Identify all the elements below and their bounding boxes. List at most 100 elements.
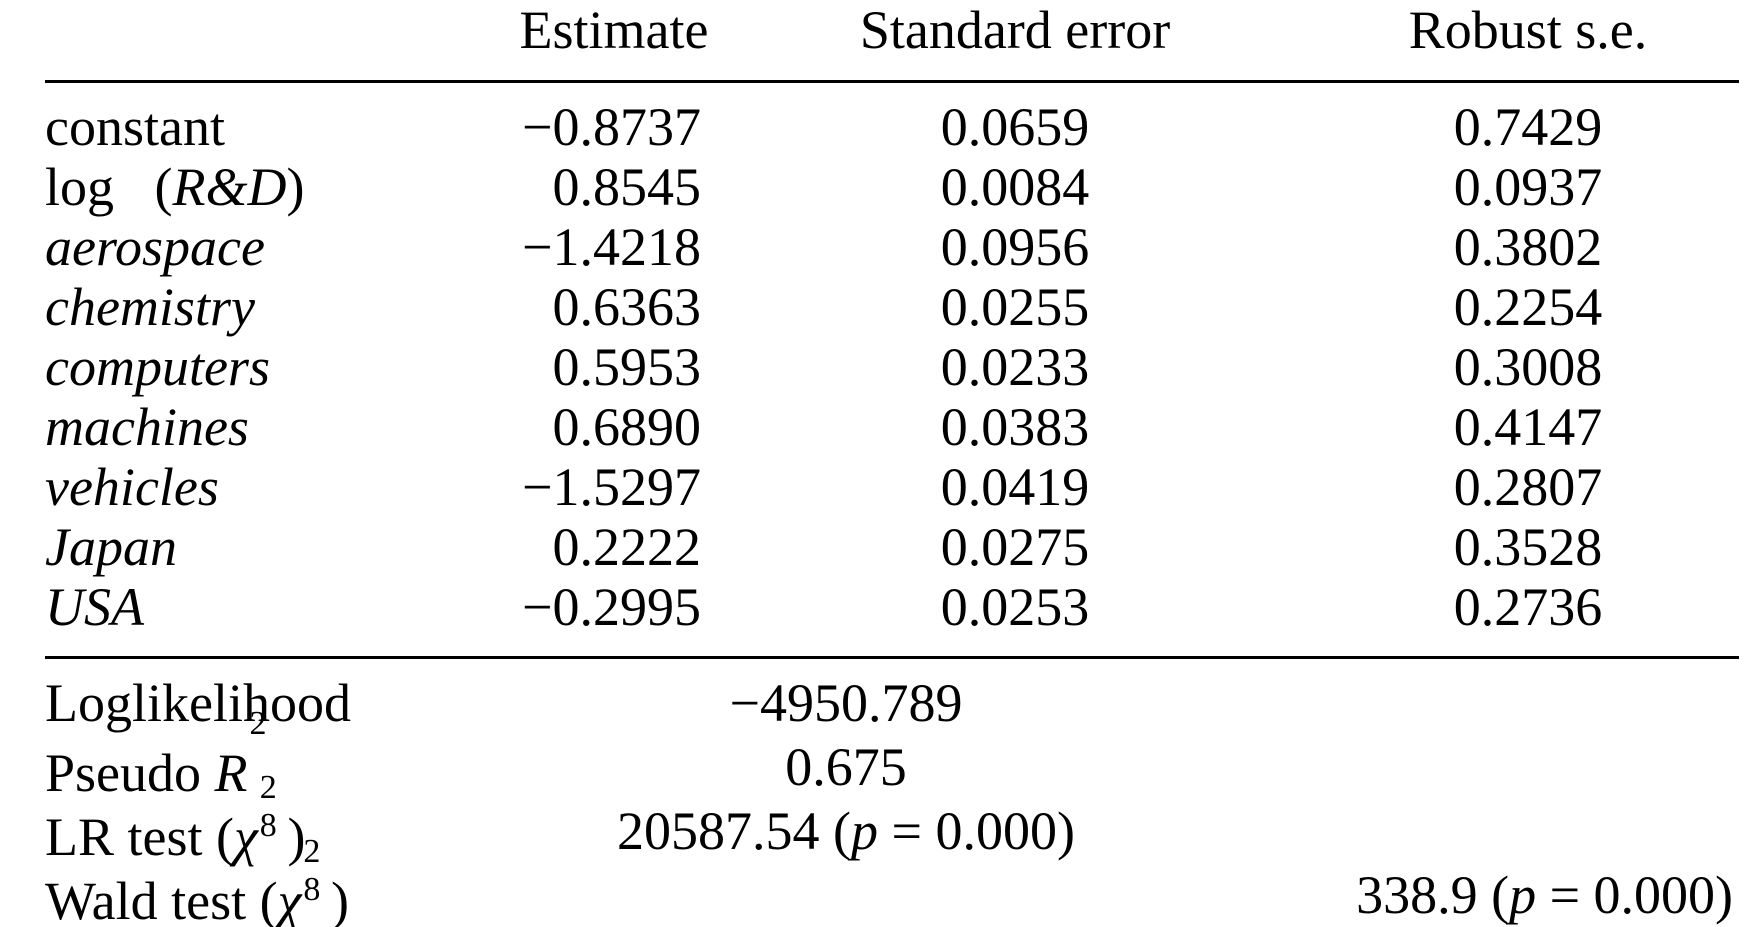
stat-value: −4950.789	[730, 673, 963, 733]
cell: 0.0937	[1454, 157, 1603, 217]
text-segment: USA	[45, 577, 144, 637]
text-segment: 20587.54 (	[617, 801, 852, 861]
cell: 0.5953	[553, 337, 702, 397]
cell: 0.7429	[1454, 97, 1603, 157]
cell: 0.2222	[553, 517, 702, 577]
header-text: Standard error	[859, 0, 1171, 60]
cell: 0.3802	[1454, 217, 1603, 277]
cell-text: 0.6890	[552, 397, 702, 457]
cell: 0.0383	[941, 397, 1090, 457]
cell: 0.6363	[553, 277, 702, 337]
text-segment: χ	[233, 807, 258, 867]
stat-value: 0.675	[785, 737, 907, 797]
text-segment: Pseudo	[45, 743, 215, 803]
cell-text: 0.0084	[940, 157, 1090, 217]
cell-text: 0.0383	[940, 397, 1090, 457]
text-segment: p	[1509, 865, 1537, 925]
cell: 0.0419	[941, 457, 1090, 517]
cell-text: 0.0233	[940, 337, 1090, 397]
text-segment: χ	[277, 871, 302, 927]
cell: 0.3008	[1454, 337, 1603, 397]
cell: 0.0956	[941, 217, 1090, 277]
cell: 0.0233	[941, 337, 1090, 397]
text-segment: constant	[45, 97, 225, 157]
mid-rule	[45, 656, 1739, 659]
cell-text: 0.8545	[552, 157, 702, 217]
row-label: Japan	[45, 517, 177, 577]
text-segment: 0.675	[785, 737, 907, 797]
cell: −1.5297	[522, 457, 701, 517]
row-label: computers	[45, 337, 270, 397]
cell: 0.2736	[1454, 577, 1603, 637]
row-label: aerospace	[45, 217, 265, 277]
script: 2	[248, 707, 278, 791]
stat-label: Loglikelihood	[45, 673, 351, 733]
cell-text: 0.2807	[1453, 457, 1603, 517]
text-segment: Wald test (	[45, 871, 278, 927]
cell: 0.8545	[553, 157, 702, 217]
row-label: chemistry	[45, 277, 255, 337]
cell-text: 0.0956	[940, 217, 1090, 277]
header-text: Robust s.e.	[1408, 0, 1648, 60]
text-segment: vehicles	[45, 457, 219, 517]
cell-text: 0.0659	[940, 97, 1090, 157]
column-header: Robust s.e.	[1409, 0, 1648, 60]
text-segment: )	[331, 871, 350, 927]
cell-text: 0.3528	[1453, 517, 1603, 577]
cell-text: 0.3802	[1453, 217, 1603, 277]
text-segment: machines	[45, 397, 249, 457]
text-segment: chemistry	[45, 277, 255, 337]
cell: 0.2807	[1454, 457, 1603, 517]
text-segment: )	[287, 807, 306, 867]
cell-text: −1.4218	[522, 217, 701, 277]
subscript: 8	[259, 807, 277, 844]
cell-text: 0.7429	[1453, 97, 1603, 157]
cell: −1.4218	[522, 217, 701, 277]
text-segment: R&D	[172, 157, 287, 217]
cell: 0.0084	[941, 157, 1090, 217]
cell-text: 0.5953	[552, 337, 702, 397]
row-label: machines	[45, 397, 249, 457]
column-header: Standard error	[860, 0, 1170, 60]
text-segment: −4950.789	[729, 673, 963, 733]
superscript: 2	[249, 705, 267, 742]
cell-text: 0.2254	[1453, 277, 1603, 337]
cell-text: 0.0275	[940, 517, 1090, 577]
header-text: Estimate	[519, 0, 709, 60]
cell: 0.3528	[1454, 517, 1603, 577]
cell-text: 0.2222	[552, 517, 702, 577]
cell-text: 0.0253	[940, 577, 1090, 637]
stat-label: LR test (χ 2 8)	[45, 771, 305, 868]
text-segment: Japan	[45, 517, 177, 577]
row-label: USA	[45, 577, 144, 637]
cell-text: 0.0937	[1453, 157, 1603, 217]
cell: 0.6890	[553, 397, 702, 457]
cell-text: 0.0255	[940, 277, 1090, 337]
text-segment: )	[286, 157, 305, 217]
cell-text: −0.2995	[522, 577, 701, 637]
text-segment: R	[214, 743, 248, 803]
cell-text: 0.3008	[1453, 337, 1603, 397]
row-label: constant	[45, 97, 225, 157]
cell-text: −1.5297	[522, 457, 701, 517]
cell-text: −0.8737	[522, 97, 701, 157]
cell-text: 0.2736	[1453, 577, 1603, 637]
text-segment: Loglikelihood	[45, 673, 351, 733]
stat-value: 20587.54 (p = 0.000)	[617, 801, 1075, 861]
stat-label: Wald test (χ 2 8)	[45, 835, 350, 927]
cell: −0.8737	[522, 97, 701, 157]
cell: 0.4147	[1454, 397, 1603, 457]
top-rule	[45, 80, 1739, 83]
subscript: 8	[303, 871, 321, 908]
text-segment: = 0.000)	[1536, 865, 1733, 925]
cell-text: 0.4147	[1453, 397, 1603, 457]
cell-text: 0.6363	[552, 277, 702, 337]
column-header: Estimate	[520, 0, 709, 60]
text-segment: LR test (	[45, 807, 234, 867]
text-segment: = 0.000)	[878, 801, 1075, 861]
cell: 0.0659	[941, 97, 1090, 157]
